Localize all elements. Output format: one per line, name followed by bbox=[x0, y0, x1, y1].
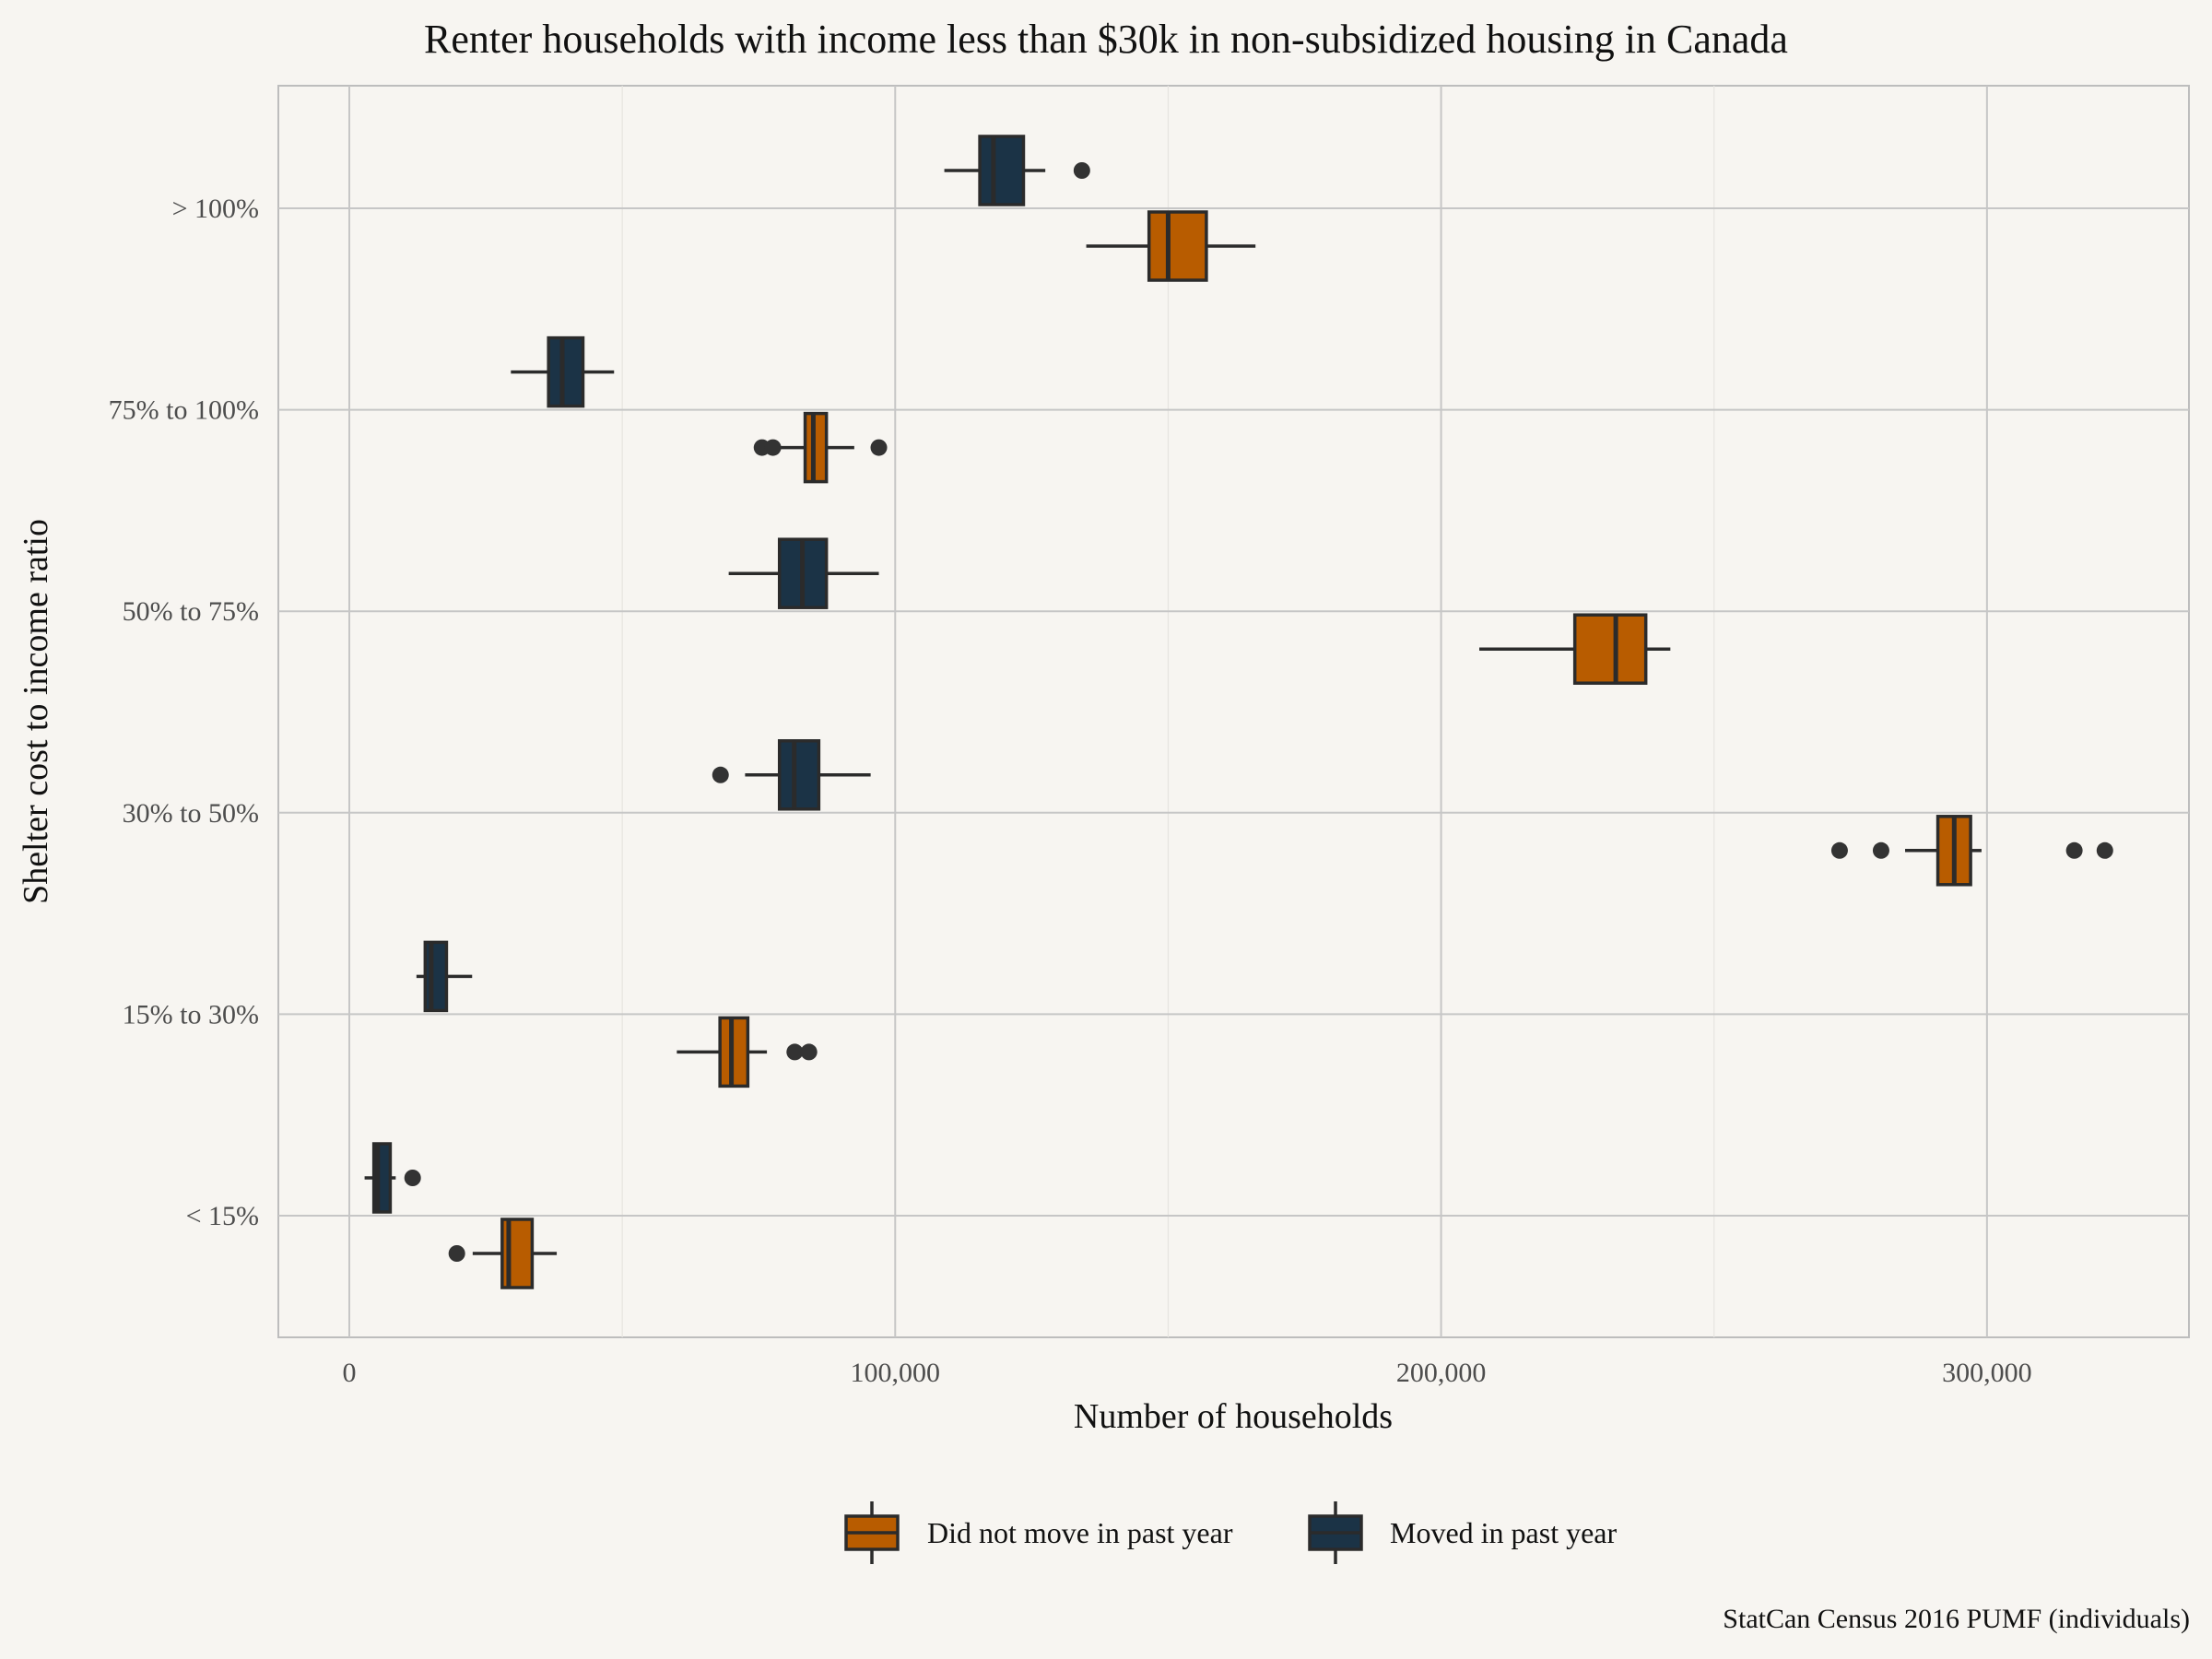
series-moved-in-past-year bbox=[364, 135, 1090, 1214]
outlier-point bbox=[800, 1043, 818, 1061]
x-tick-label: 100,000 bbox=[851, 1358, 941, 1388]
box-iqr bbox=[777, 739, 821, 811]
outlier-point bbox=[786, 1043, 804, 1061]
outlier-point bbox=[1073, 162, 1090, 179]
outlier-point bbox=[448, 1245, 465, 1262]
box-iqr bbox=[978, 135, 1026, 206]
x-axis-ticks: 0 100,000 200,000 300,000 bbox=[342, 1358, 2031, 1388]
x-axis-title: Number of households bbox=[1074, 1397, 1393, 1436]
box-15 bbox=[364, 1142, 421, 1214]
y-tick-label: < 15% bbox=[186, 1201, 259, 1231]
box-iqr bbox=[1147, 210, 1208, 282]
box-iqr bbox=[1572, 613, 1648, 685]
y-axis-ticks: < 15% 15% to 30% 30% to 50% 50% to 75% 75% t… bbox=[109, 194, 259, 1231]
outlier-point bbox=[2065, 841, 2083, 859]
box-iqr bbox=[547, 335, 585, 408]
box-30-to-50 bbox=[712, 739, 871, 811]
y-axis-title: Shelter cost to income ratio bbox=[17, 519, 55, 904]
legend-item-moved-in-past-year: Moved in past year bbox=[1308, 1501, 1618, 1564]
y-tick-label: > 100% bbox=[172, 194, 259, 224]
box-100 bbox=[944, 135, 1090, 206]
legend-label: Did not move in past year bbox=[927, 1516, 1233, 1549]
outlier-point bbox=[1872, 841, 1889, 859]
y-tick-label: 15% to 30% bbox=[123, 999, 259, 1030]
box-15-to-30 bbox=[677, 1016, 818, 1088]
box-iqr bbox=[803, 411, 829, 484]
y-tick-label: 75% to 100% bbox=[109, 395, 259, 426]
outlier-point bbox=[404, 1170, 421, 1186]
y-tick-label: 30% to 50% bbox=[123, 798, 259, 829]
legend: Did not move in past year Moved in past y… bbox=[844, 1501, 1618, 1564]
box-15-to-30 bbox=[416, 940, 473, 1013]
box-75-to-100 bbox=[511, 335, 615, 408]
legend-item-did-not-move-in-past-year: Did not move in past year bbox=[844, 1501, 1233, 1564]
outlier-point bbox=[2096, 841, 2113, 859]
x-tick-label: 200,000 bbox=[1396, 1358, 1487, 1388]
series-did-not-move-in-past-year bbox=[448, 210, 2113, 1289]
box-50-to-75 bbox=[1479, 613, 1671, 685]
chart-caption: StatCan Census 2016 PUMF (individuals) bbox=[1723, 1604, 2190, 1634]
box-15 bbox=[448, 1218, 558, 1289]
x-tick-label: 0 bbox=[342, 1358, 356, 1388]
x-tick-label: 300,000 bbox=[1942, 1358, 2032, 1388]
legend-label: Moved in past year bbox=[1390, 1516, 1618, 1549]
box-75-to-100 bbox=[753, 411, 888, 484]
chart-title: Renter households with income less than … bbox=[424, 17, 1788, 62]
outlier-point bbox=[870, 439, 888, 456]
box-100 bbox=[1086, 210, 1256, 282]
box-series bbox=[364, 135, 2113, 1289]
plot-panel bbox=[277, 85, 2190, 1338]
box-iqr bbox=[718, 1016, 750, 1088]
grid-lines bbox=[278, 86, 2189, 1337]
y-tick-label: 50% to 75% bbox=[123, 596, 259, 627]
outlier-point bbox=[1830, 841, 1848, 859]
outlier-point bbox=[764, 439, 782, 456]
box-iqr bbox=[423, 940, 449, 1013]
outlier-point bbox=[712, 766, 729, 783]
box-50-to-75 bbox=[728, 537, 879, 609]
box-30-to-50 bbox=[1830, 815, 2113, 887]
